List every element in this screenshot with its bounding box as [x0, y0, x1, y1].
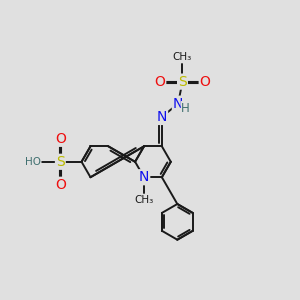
Text: CH₃: CH₃	[134, 195, 154, 205]
Text: O: O	[154, 75, 165, 88]
Text: O: O	[55, 132, 66, 146]
Text: O: O	[200, 75, 211, 88]
Text: H: H	[181, 102, 190, 115]
Text: S: S	[56, 155, 65, 169]
Text: HO: HO	[25, 157, 41, 167]
Text: N: N	[139, 170, 149, 184]
Text: S: S	[178, 75, 187, 88]
Text: CH₃: CH₃	[173, 52, 192, 61]
Text: N: N	[173, 97, 183, 111]
Text: O: O	[55, 178, 66, 192]
Text: N: N	[157, 110, 167, 124]
